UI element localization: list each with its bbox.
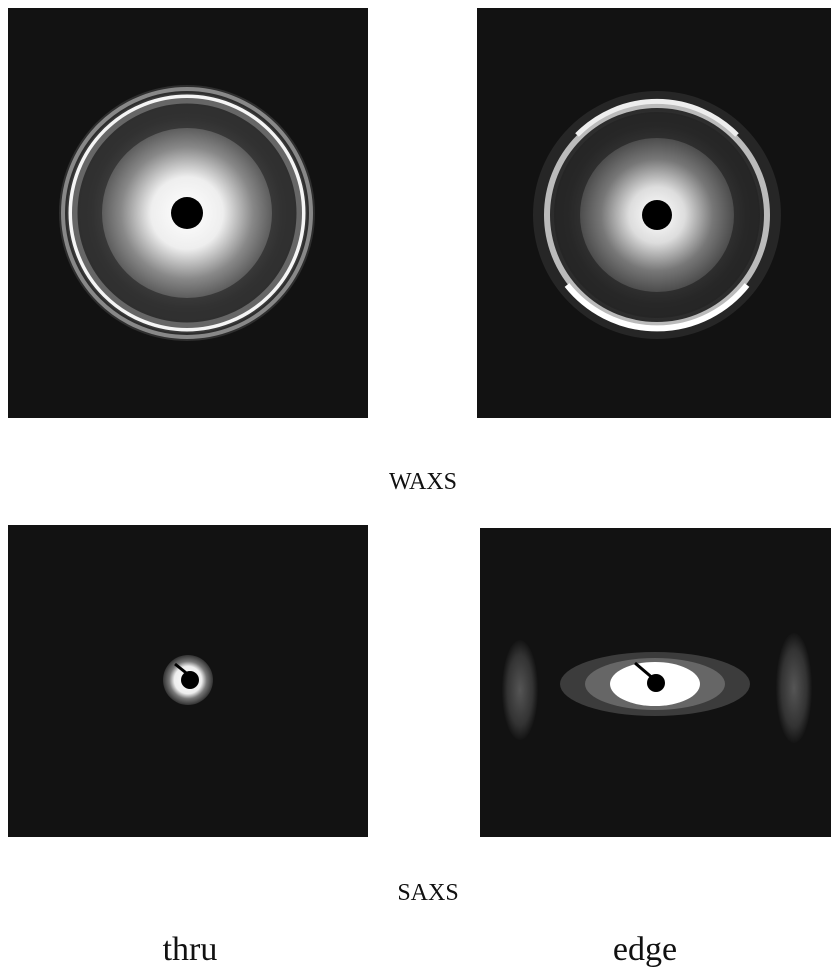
row-label: WAXS (389, 469, 457, 495)
page: WAXS SAXS thru edge (() => { const data … (0, 0, 831, 969)
saxs-edge-pattern (480, 528, 831, 837)
column-label: thru (163, 931, 218, 968)
waxs-thru-pattern (8, 8, 368, 418)
column-label: edge (613, 931, 677, 968)
waxs-edge-pattern (477, 8, 831, 418)
saxs-thru-pattern (8, 525, 368, 837)
figure: WAXS SAXS thru edge (0, 0, 831, 969)
row-label: SAXS (397, 880, 458, 906)
